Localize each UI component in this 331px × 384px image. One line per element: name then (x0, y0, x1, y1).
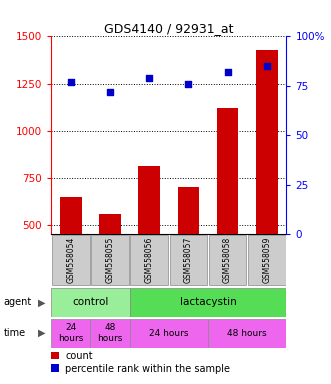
Bar (130, 288, 286, 317)
Text: lactacystin: lactacystin (180, 297, 236, 308)
Bar (138, 166, 160, 319)
Bar (52, 235, 90, 285)
Text: 24 hours: 24 hours (149, 329, 189, 338)
Bar (130, 319, 208, 348)
Bar (51, 288, 130, 317)
Bar (169, 235, 207, 285)
Text: GSM558058: GSM558058 (223, 237, 232, 283)
Bar (256, 50, 277, 319)
Text: GSM558059: GSM558059 (262, 237, 271, 283)
Point (225, 69, 230, 75)
Bar (90, 319, 130, 348)
Bar (209, 235, 246, 285)
Text: GSM558055: GSM558055 (106, 237, 115, 283)
Title: GDS4140 / 92931_at: GDS4140 / 92931_at (104, 22, 234, 35)
Text: 48
hours: 48 hours (97, 323, 123, 343)
Text: percentile rank within the sample: percentile rank within the sample (65, 364, 230, 374)
Text: time: time (3, 328, 25, 338)
Text: GSM558054: GSM558054 (67, 237, 75, 283)
Text: ▶: ▶ (38, 328, 45, 338)
Text: ▶: ▶ (38, 297, 45, 308)
Text: count: count (65, 351, 93, 361)
Text: 24
hours: 24 hours (58, 323, 83, 343)
Point (107, 89, 113, 95)
Text: 48 hours: 48 hours (227, 329, 267, 338)
Bar (99, 214, 121, 319)
Bar (51, 319, 90, 348)
Bar (130, 235, 168, 285)
Text: GSM558056: GSM558056 (145, 237, 154, 283)
Bar (178, 187, 199, 319)
Text: GSM558057: GSM558057 (184, 237, 193, 283)
Point (264, 63, 269, 69)
Point (68, 79, 73, 85)
Bar (208, 319, 286, 348)
Bar (248, 235, 286, 285)
Text: agent: agent (3, 297, 31, 308)
Bar (217, 108, 238, 319)
Point (147, 75, 152, 81)
Bar (60, 197, 82, 319)
Text: control: control (72, 297, 109, 308)
Bar (91, 235, 129, 285)
Point (186, 81, 191, 87)
